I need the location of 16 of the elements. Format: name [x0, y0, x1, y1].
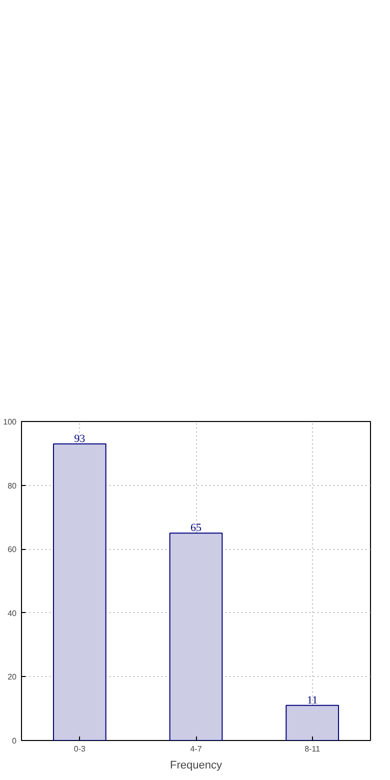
y-tick-label: 60	[8, 545, 18, 554]
bar	[52, 443, 106, 740]
data-label: 93	[74, 432, 86, 445]
x-tick-label: 8-11	[304, 744, 321, 754]
data-label: 65	[190, 522, 202, 534]
y-tick-label: 40	[8, 608, 18, 618]
y-tick-label: 20	[8, 672, 18, 682]
y-tick-label: 0	[12, 736, 18, 746]
y-tick-label: 80	[8, 481, 18, 490]
y-tick-label: 100	[3, 418, 18, 426]
x-axis-title: Frequency	[170, 760, 222, 772]
x-tick-label: 4-7	[190, 744, 202, 754]
bar	[286, 704, 340, 740]
x-tick-label: 0-3	[74, 744, 86, 754]
bar	[169, 532, 223, 740]
data-label: 11	[307, 694, 318, 706]
